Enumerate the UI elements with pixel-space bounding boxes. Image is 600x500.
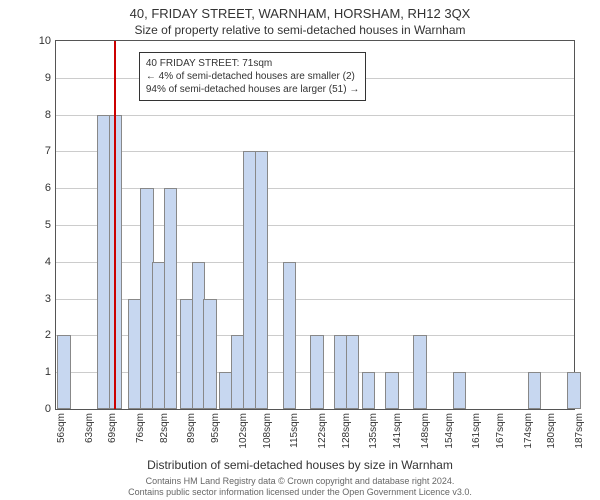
ytick-label: 2 <box>45 329 56 341</box>
footer-line1: Contains HM Land Registry data © Crown c… <box>0 476 600 487</box>
marker-line <box>114 41 116 409</box>
xtick-label: 122sqm <box>317 413 328 449</box>
xtick-label: 187sqm <box>574 413 585 449</box>
xtick-label: 102sqm <box>238 413 249 449</box>
chart-title: 40, FRIDAY STREET, WARNHAM, HORSHAM, RH1… <box>0 0 600 21</box>
histogram-bar <box>453 372 466 409</box>
xtick-label: 108sqm <box>262 413 273 449</box>
histogram-bar <box>203 299 216 409</box>
gridline <box>56 262 574 263</box>
xtick-label: 180sqm <box>546 413 557 449</box>
histogram-bar <box>255 151 268 409</box>
histogram-bar <box>283 262 296 409</box>
chart-container: 40, FRIDAY STREET, WARNHAM, HORSHAM, RH1… <box>0 0 600 500</box>
xtick-label: 135sqm <box>368 413 379 449</box>
infobox-line3: 94% of semi-detached houses are larger (… <box>146 83 359 96</box>
footer-line2: Contains public sector information licen… <box>0 487 600 498</box>
xtick-label: 89sqm <box>186 413 197 443</box>
xtick-label: 161sqm <box>471 413 482 449</box>
plot-area: 01234567891056sqm63sqm69sqm76sqm82sqm89s… <box>55 40 575 410</box>
x-axis-label: Distribution of semi-detached houses by … <box>0 458 600 472</box>
histogram-bar <box>362 372 375 409</box>
histogram-bar <box>385 372 398 409</box>
ytick-label: 10 <box>39 35 56 47</box>
xtick-label: 141sqm <box>392 413 403 449</box>
xtick-label: 69sqm <box>107 413 118 443</box>
xtick-label: 154sqm <box>444 413 455 449</box>
ytick-label: 6 <box>45 182 56 194</box>
histogram-bar <box>164 188 177 409</box>
xtick-label: 76sqm <box>135 413 146 443</box>
ytick-label: 5 <box>45 219 56 231</box>
ytick-label: 4 <box>45 256 56 268</box>
gridline <box>56 188 574 189</box>
histogram-bar <box>413 335 426 409</box>
histogram-bar <box>346 335 359 409</box>
footer-text: Contains HM Land Registry data © Crown c… <box>0 476 600 498</box>
histogram-bar <box>528 372 541 409</box>
histogram-bar <box>310 335 323 409</box>
xtick-label: 95sqm <box>210 413 221 443</box>
xtick-label: 56sqm <box>56 413 67 443</box>
ytick-label: 1 <box>45 366 56 378</box>
info-box: 40 FRIDAY STREET: 71sqm ← 4% of semi-det… <box>139 52 366 101</box>
ytick-label: 7 <box>45 145 56 157</box>
histogram-bar <box>567 372 580 409</box>
xtick-label: 115sqm <box>289 413 300 448</box>
infobox-line2: ← 4% of semi-detached houses are smaller… <box>146 70 359 83</box>
xtick-label: 63sqm <box>84 413 95 443</box>
histogram-bar <box>57 335 70 409</box>
xtick-label: 128sqm <box>341 413 352 449</box>
xtick-label: 174sqm <box>523 413 534 449</box>
gridline <box>56 115 574 116</box>
xtick-label: 167sqm <box>495 413 506 449</box>
gridline <box>56 225 574 226</box>
ytick-label: 3 <box>45 293 56 305</box>
xtick-label: 82sqm <box>159 413 170 443</box>
chart-subtitle: Size of property relative to semi-detach… <box>0 21 600 37</box>
infobox-line1: 40 FRIDAY STREET: 71sqm <box>146 57 359 70</box>
ytick-label: 9 <box>45 72 56 84</box>
xtick-label: 148sqm <box>420 413 431 449</box>
ytick-label: 8 <box>45 109 56 121</box>
gridline <box>56 151 574 152</box>
ytick-label: 0 <box>45 403 56 415</box>
